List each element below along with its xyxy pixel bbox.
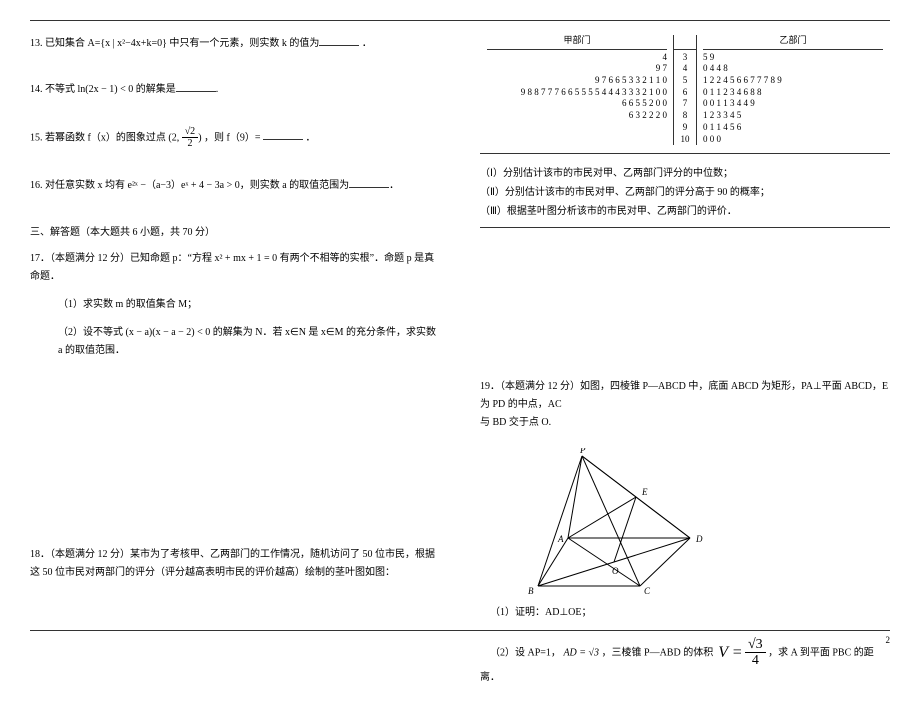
- svg-text:E: E: [641, 487, 648, 497]
- question-17: 17．（本题满分 12 分）已知命题 p：“方程 x² + mx + 1 = 0…: [30, 250, 440, 360]
- question-13: 13. 已知集合 A={x | x²−4x+k=0} 中只有一个元素，则实数 k…: [30, 35, 440, 53]
- footer-rule: [30, 630, 890, 631]
- page-number: 2: [886, 635, 891, 645]
- blank: [349, 178, 389, 188]
- q14-text: 14. 不等式 ln(2x − 1) < 0 的解集是: [30, 84, 176, 95]
- svg-text:D: D: [695, 534, 703, 544]
- left-title: 甲部门: [487, 35, 667, 50]
- right-leaf: 0 0 0: [703, 134, 883, 146]
- right-leaf: 0 1 1 2 3 4 6 8 8: [703, 87, 883, 99]
- stem-leaf-plot: 甲部门 4 9 7 9 7 6 6 5 3 3 2 1 1 0 9 8 8 7 …: [480, 35, 890, 145]
- blank: [176, 82, 216, 92]
- right-leaf: 0 4 4 8: [703, 63, 883, 75]
- q19-line1: 19．（本题满分 12 分）如图，四棱锥 P—ABCD 中，底面 ABCD 为矩…: [480, 378, 890, 414]
- q18-subquestions: （Ⅰ）分别估计该市的市民对甲、乙两部门评分的中位数； （Ⅱ）分别估计该市的市民对…: [480, 153, 890, 228]
- left-leaf: 9 8 8 7 7 7 6 6 5 5 5 5 4 4 4 3 3 3 2 1 …: [487, 87, 667, 99]
- q15-b: ，则 f（9）=: [204, 132, 260, 143]
- pyramid-figure: P A B C D E O: [520, 448, 890, 598]
- question-19: 19．（本题满分 12 分）如图，四棱锥 P—ABCD 中，底面 ABCD 为矩…: [480, 378, 890, 432]
- q17-sub2: （2）设不等式 (x − a)(x − a − 2) < 0 的解集为 N．若 …: [58, 324, 440, 360]
- blank: [319, 36, 359, 46]
- q18-ii: （Ⅱ）分别估计该市的市民对甲、乙两部门的评分高于 90 的概率；: [480, 183, 890, 198]
- svg-text:B: B: [528, 586, 534, 596]
- left-leaf: 9 7 6 6 5 3 3 2 1 1 0: [487, 75, 667, 87]
- q15-a: 15. 若幂函数 f（x）的图象过点: [30, 132, 166, 143]
- right-leaf: 5 9: [703, 52, 883, 64]
- q16-text: 16. 对任意实数 x 均有 e²ˣ −（a−3）eˣ + 4 − 3a > 0…: [30, 180, 349, 191]
- stem: 5: [674, 75, 696, 87]
- stemleaf-stems: 3 4 5 6 7 8 9 10: [673, 35, 697, 145]
- right-leaf: 0 0 1 1 3 4 4 9: [703, 98, 883, 110]
- stemleaf-right: 乙部门 5 9 0 4 4 8 1 2 2 4 5 6 6 7 7 7 8 9 …: [697, 35, 883, 145]
- question-16: 16. 对任意实数 x 均有 e²ˣ −（a−3）eˣ + 4 − 3a > 0…: [30, 177, 440, 195]
- q19-line2: 与 BD 交于点 O.: [480, 414, 890, 432]
- svg-text:P: P: [579, 448, 586, 455]
- stem: 8: [674, 110, 696, 122]
- q13-text: 13. 已知集合 A={x | x²−4x+k=0} 中只有一个元素，则实数 k…: [30, 38, 319, 49]
- q19-sub1: （1）证明：AD⊥OE；: [480, 604, 890, 622]
- q19-v-lhs: V =: [718, 644, 742, 661]
- q18-i: （Ⅰ）分别估计该市的市民对甲、乙两部门评分的中位数；: [480, 164, 890, 179]
- svg-text:O: O: [612, 566, 619, 576]
- stem: 4: [674, 63, 696, 75]
- right-leaf: 1 2 3 3 4 5: [703, 110, 883, 122]
- stem: 6: [674, 87, 696, 99]
- svg-text:C: C: [644, 586, 651, 596]
- stem: 7: [674, 98, 696, 110]
- q18-iii: （Ⅲ）根据茎叶图分析该市的市民对甲、乙两部门的评价．: [480, 202, 890, 217]
- point-y-frac: √22: [182, 127, 199, 149]
- question-14: 14. 不等式 ln(2x − 1) < 0 的解集是.: [30, 81, 440, 99]
- stem: 10: [674, 134, 696, 146]
- figure-svg: P A B C D E O: [520, 448, 720, 598]
- stem: 3: [674, 52, 696, 64]
- stemleaf-left: 甲部门 4 9 7 9 7 6 6 5 3 3 2 1 1 0 9 8 8 7 …: [487, 35, 673, 145]
- left-leaf: 4: [487, 52, 667, 64]
- question-18: 18．（本题满分 12 分）某市为了考核甲、乙两部门的工作情况，随机访问了 50…: [30, 546, 440, 582]
- q19-ad: AD = √3: [563, 648, 599, 659]
- right-title: 乙部门: [703, 35, 883, 50]
- section-3-title: 三、解答题（本大题共 6 小题，共 70 分）: [30, 223, 440, 238]
- q19-sub2: （2）设 AP=1， AD = √3 ，三棱锥 P—ABD 的体积 V = √3…: [480, 638, 890, 686]
- right-leaf: 1 2 2 4 5 6 6 7 7 7 8 9: [703, 75, 883, 87]
- q17-sub1: （1）求实数 m 的取值集合 M；: [58, 296, 440, 314]
- q19-v-frac: √34: [745, 638, 766, 668]
- stem: 9: [674, 122, 696, 134]
- q17-head: 17．（本题满分 12 分）已知命题 p：“方程 x² + mx + 1 = 0…: [30, 250, 440, 286]
- right-leaf: 0 1 1 4 5 6: [703, 122, 883, 134]
- blank: [263, 130, 303, 140]
- left-leaf: 9 7: [487, 63, 667, 75]
- svg-text:A: A: [557, 534, 564, 544]
- question-15: 15. 若幂函数 f（x）的图象过点 (2, √22) ，则 f（9）= ．: [30, 127, 440, 149]
- left-leaf: 6 3 2 2 2 0: [487, 110, 667, 122]
- left-leaf: 6 6 5 5 2 0 0: [487, 98, 667, 110]
